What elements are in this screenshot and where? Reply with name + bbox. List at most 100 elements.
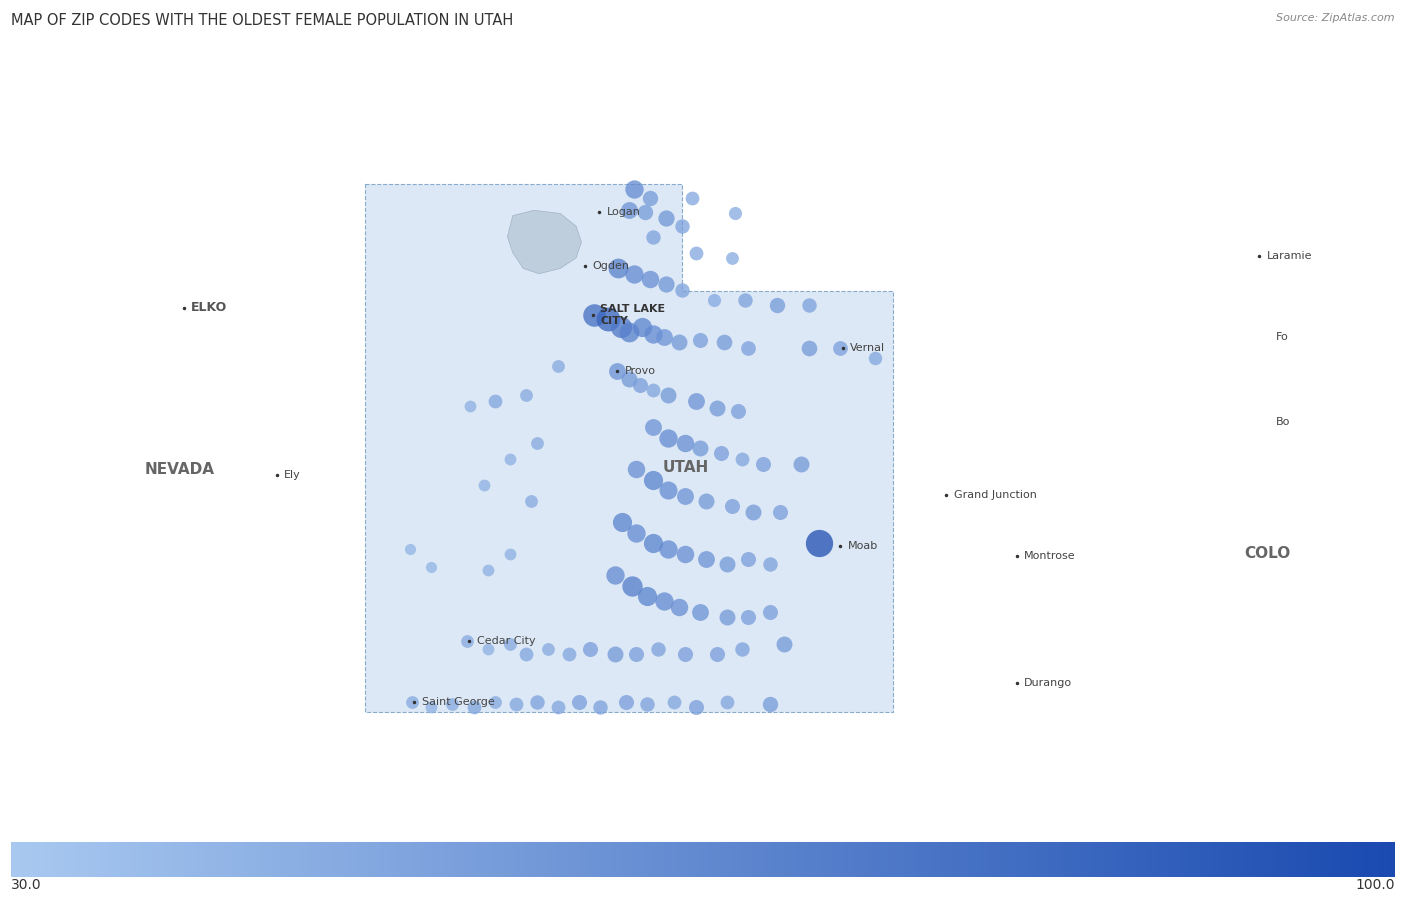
- Text: Montrose: Montrose: [1025, 551, 1076, 561]
- Point: [526, 695, 548, 709]
- Point: [671, 219, 693, 234]
- Text: MAP OF ZIP CODES WITH THE OLDEST FEMALE POPULATION IN UTAH: MAP OF ZIP CODES WITH THE OLDEST FEMALE …: [11, 13, 513, 29]
- Point: [519, 494, 541, 508]
- Point: [477, 642, 499, 656]
- Point: [420, 700, 443, 715]
- Text: Durango: Durango: [1025, 678, 1073, 688]
- Point: [716, 610, 738, 625]
- Point: [621, 578, 644, 592]
- Point: [695, 552, 717, 566]
- Text: Provo: Provo: [624, 366, 655, 376]
- Point: [498, 547, 520, 561]
- Point: [689, 334, 711, 348]
- Text: UTAH: UTAH: [662, 459, 709, 475]
- Point: [673, 647, 696, 662]
- Point: [737, 341, 759, 355]
- Point: [547, 700, 569, 715]
- Point: [526, 436, 548, 450]
- Point: [731, 451, 754, 466]
- Point: [498, 451, 520, 466]
- Point: [668, 600, 690, 614]
- Point: [626, 526, 648, 540]
- Point: [643, 383, 665, 397]
- Point: [689, 605, 711, 619]
- Point: [536, 642, 558, 656]
- Point: [643, 420, 665, 434]
- Point: [664, 695, 686, 709]
- Point: [456, 634, 478, 648]
- Text: Ogden: Ogden: [592, 262, 628, 271]
- Text: Ely: Ely: [284, 469, 301, 479]
- Text: SALT LAKE
CITY: SALT LAKE CITY: [600, 304, 665, 325]
- Point: [596, 312, 619, 326]
- Point: [420, 559, 443, 574]
- Point: [610, 515, 633, 530]
- Point: [724, 206, 747, 220]
- Point: [657, 388, 679, 403]
- Point: [643, 229, 665, 244]
- Point: [830, 341, 852, 355]
- Point: [472, 478, 495, 493]
- Point: [623, 182, 645, 196]
- Point: [790, 457, 813, 471]
- Point: [716, 557, 738, 572]
- Text: Vernal: Vernal: [851, 343, 884, 352]
- Point: [568, 695, 591, 709]
- Point: [673, 488, 696, 503]
- Point: [716, 695, 738, 709]
- Point: [617, 203, 640, 218]
- Point: [720, 251, 742, 265]
- Point: [766, 298, 789, 313]
- Text: 100.0: 100.0: [1355, 877, 1395, 892]
- Point: [477, 563, 499, 577]
- Text: Laramie: Laramie: [1267, 251, 1312, 261]
- Text: COLO: COLO: [1244, 547, 1291, 561]
- Text: NEVADA: NEVADA: [145, 462, 215, 476]
- Text: Grand Junction: Grand Junction: [953, 490, 1036, 500]
- Point: [606, 364, 628, 378]
- Point: [758, 557, 780, 572]
- Point: [579, 642, 602, 656]
- Point: [808, 536, 831, 550]
- Point: [484, 394, 506, 408]
- Text: Bo: Bo: [1277, 417, 1291, 427]
- Point: [741, 504, 763, 519]
- Point: [605, 568, 627, 583]
- Text: Cedar City: Cedar City: [477, 636, 536, 645]
- Point: [515, 388, 537, 403]
- Point: [657, 431, 679, 445]
- Point: [720, 499, 742, 513]
- Point: [737, 552, 759, 566]
- Point: [626, 462, 648, 476]
- Point: [695, 494, 717, 508]
- Point: [609, 319, 631, 334]
- Point: [607, 262, 630, 276]
- Point: [399, 541, 422, 556]
- Point: [401, 695, 423, 709]
- Point: [484, 695, 506, 709]
- Text: Logan: Logan: [607, 207, 641, 217]
- Point: [685, 394, 707, 408]
- Point: [734, 293, 756, 307]
- Point: [673, 547, 696, 561]
- Polygon shape: [508, 210, 582, 273]
- Point: [623, 266, 645, 280]
- Point: [655, 277, 678, 291]
- Point: [737, 610, 759, 625]
- Text: Fo: Fo: [1277, 332, 1289, 343]
- Point: [505, 697, 527, 711]
- Point: [773, 636, 796, 651]
- Point: [681, 191, 703, 205]
- Point: [657, 541, 679, 556]
- Point: [589, 700, 612, 715]
- Point: [673, 436, 696, 450]
- Point: [706, 401, 728, 415]
- Text: Source: ZipAtlas.com: Source: ZipAtlas.com: [1277, 13, 1395, 23]
- Point: [797, 298, 820, 313]
- Point: [643, 327, 665, 342]
- Point: [703, 293, 725, 307]
- Point: [652, 594, 675, 609]
- Point: [547, 359, 569, 373]
- Text: ELKO: ELKO: [191, 301, 228, 314]
- Point: [710, 446, 733, 460]
